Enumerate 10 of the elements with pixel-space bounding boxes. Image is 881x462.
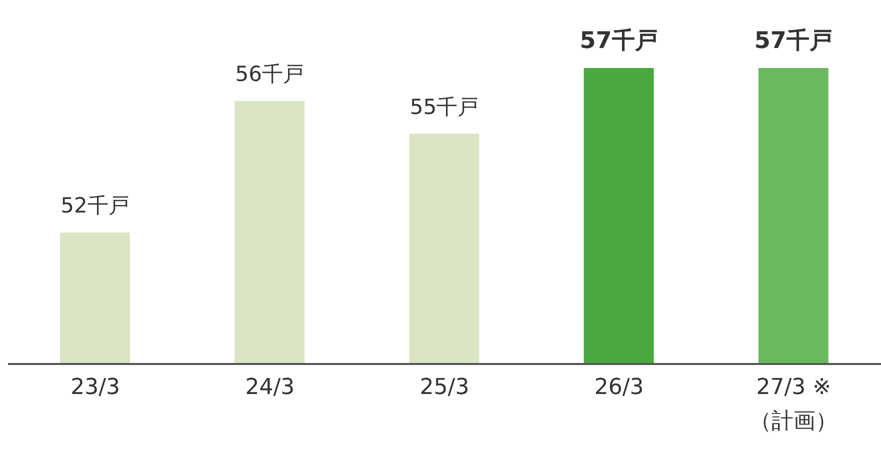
data-label: 57千戸 bbox=[580, 28, 658, 54]
x-tick-label: 27/3 ※ （計画） bbox=[750, 375, 838, 434]
x-tick-label: 25/3 bbox=[420, 375, 470, 400]
data-label: 57千戸 bbox=[754, 28, 832, 54]
data-label: 52千戸 bbox=[60, 193, 130, 218]
x-tick-label: 24/3 bbox=[245, 375, 295, 400]
data-label: 55千戸 bbox=[410, 94, 479, 119]
data-label: 56千戸 bbox=[235, 62, 304, 86]
x-tick-label: 23/3 bbox=[70, 375, 120, 400]
x-tick-label: 26/3 bbox=[594, 375, 644, 400]
